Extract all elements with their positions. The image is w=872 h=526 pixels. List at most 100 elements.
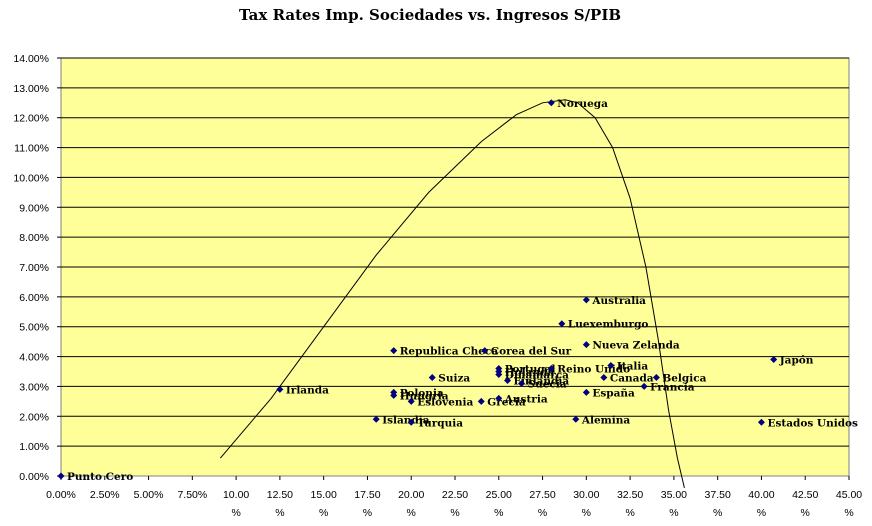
x-tick-label: 7.50% [177, 489, 207, 501]
data-point-label: Turquia [417, 417, 463, 429]
data-point [582, 296, 590, 304]
x-tick-label: % [844, 507, 853, 519]
data-point [407, 418, 415, 426]
x-tick-label: 37.50 [705, 489, 731, 501]
x-tick-label: % [231, 507, 240, 519]
y-tick-label: 12.00% [13, 113, 49, 125]
data-point [390, 347, 398, 355]
data-point-label: Irlanda [286, 384, 329, 396]
data-point-label: Republica Checa [400, 346, 499, 358]
data-point-label: Punto Cero [67, 471, 133, 483]
x-tick-label: 20.00 [398, 489, 424, 501]
chart-title: Tax Rates Imp. Sociedades vs. Ingresos S… [239, 6, 621, 24]
y-tick-label: 2.00% [19, 411, 49, 423]
x-tick-label: 42.50 [792, 489, 818, 501]
x-tick-label: % [713, 507, 722, 519]
y-tick-label: 11.00% [14, 143, 49, 155]
data-point-label: Alemina [581, 414, 631, 426]
data-point [428, 373, 436, 381]
data-point-label: Finlandia [514, 375, 570, 387]
x-tick-label: % [450, 507, 459, 519]
data-point-label: Suecia [528, 378, 567, 390]
y-tick-label: 3.00% [19, 381, 49, 393]
data-point-label: Islandia [382, 414, 430, 426]
x-tick-label: 17.50 [354, 489, 380, 501]
x-tick-label: 30.00 [573, 489, 599, 501]
data-point-label: Belgica [662, 372, 706, 384]
x-tick-label: 35.00 [661, 489, 687, 501]
data-point-label: Canada [610, 372, 654, 384]
y-tick-label: 6.00% [19, 292, 49, 304]
data-point [757, 418, 765, 426]
data-point [600, 373, 608, 381]
data-point [372, 415, 380, 423]
x-tick-label: % [319, 507, 328, 519]
plot-area: 0.00% 1.00% 2.00% 3.00% 4.00% 5.00% 6.00% 7.00%… [13, 53, 862, 519]
data-point-label: Eslovenia [417, 396, 473, 408]
data-point-label: Corea del Sur [491, 346, 572, 358]
x-tick-label: 10.00 [223, 489, 249, 501]
x-tick-label: 0.00% [46, 489, 76, 501]
x-tick-label: 32.50 [617, 489, 643, 501]
data-point [547, 99, 555, 107]
data-point [504, 376, 512, 384]
x-tick-label: 12.50 [267, 489, 293, 501]
data-point [607, 362, 615, 370]
data-point [477, 397, 485, 405]
data-point [558, 320, 566, 328]
x-tick-label: 27.50 [529, 489, 555, 501]
y-tick-label: 10.00% [13, 172, 49, 184]
x-tick-label: 25.00 [486, 489, 512, 501]
data-point [57, 472, 65, 480]
data-point [652, 373, 660, 381]
data-point-label: Luexemburgo [568, 319, 649, 331]
data-point [572, 415, 580, 423]
x-tick-label: 2.50% [90, 489, 120, 501]
data-point-label: Portugal [505, 364, 556, 376]
data-point-label: Estados Unidos [767, 417, 858, 429]
y-tick-label: 8.00% [19, 232, 49, 244]
x-tick-label: % [538, 507, 547, 519]
y-tick-label: 0.00% [19, 471, 49, 483]
x-tick-label: % [363, 507, 372, 519]
x-tick-label: % [494, 507, 503, 519]
trend-curve [220, 99, 685, 489]
data-point-label: Holanda [505, 367, 555, 379]
y-tick-label: 5.00% [19, 322, 49, 334]
data-point-label: Dinamarca [505, 369, 569, 381]
data-point-label: Italia [617, 361, 649, 373]
data-point-label: Austria [504, 393, 548, 405]
x-tick-label: % [669, 507, 678, 519]
y-tick-label: 14.00% [13, 53, 49, 65]
data-point [518, 379, 526, 387]
data-point-label: Noruega [557, 98, 608, 110]
y-tick-label: 4.00% [19, 352, 49, 364]
data-point [770, 356, 778, 364]
data-point-label: Australia [591, 295, 646, 307]
x-tick-label: % [407, 507, 416, 519]
data-point [640, 382, 648, 390]
data-point [481, 347, 489, 355]
data-point [407, 397, 415, 405]
y-tick-label: 7.00% [19, 262, 49, 274]
data-point [276, 385, 284, 393]
data-point [390, 391, 398, 399]
data-point-label: Japón [779, 355, 814, 367]
x-tick-label: 5.00% [134, 489, 164, 501]
data-point [495, 370, 503, 378]
data-point-label: Francia [650, 381, 695, 393]
x-tick-label: 45.00 [836, 489, 862, 501]
x-tick-label: % [625, 507, 634, 519]
data-point-label: Suiza [438, 372, 470, 384]
x-tick-label: % [275, 507, 284, 519]
data-point [495, 394, 503, 402]
y-tick-label: 1.00% [19, 441, 49, 453]
x-tick-label: % [582, 507, 591, 519]
data-point-label: Polonia [400, 387, 444, 399]
x-tick-label: % [757, 507, 766, 519]
data-point-label: España [592, 387, 635, 399]
data-point [547, 365, 555, 373]
x-tick-label: 15.00 [311, 489, 337, 501]
y-tick-label: 9.00% [19, 202, 49, 214]
